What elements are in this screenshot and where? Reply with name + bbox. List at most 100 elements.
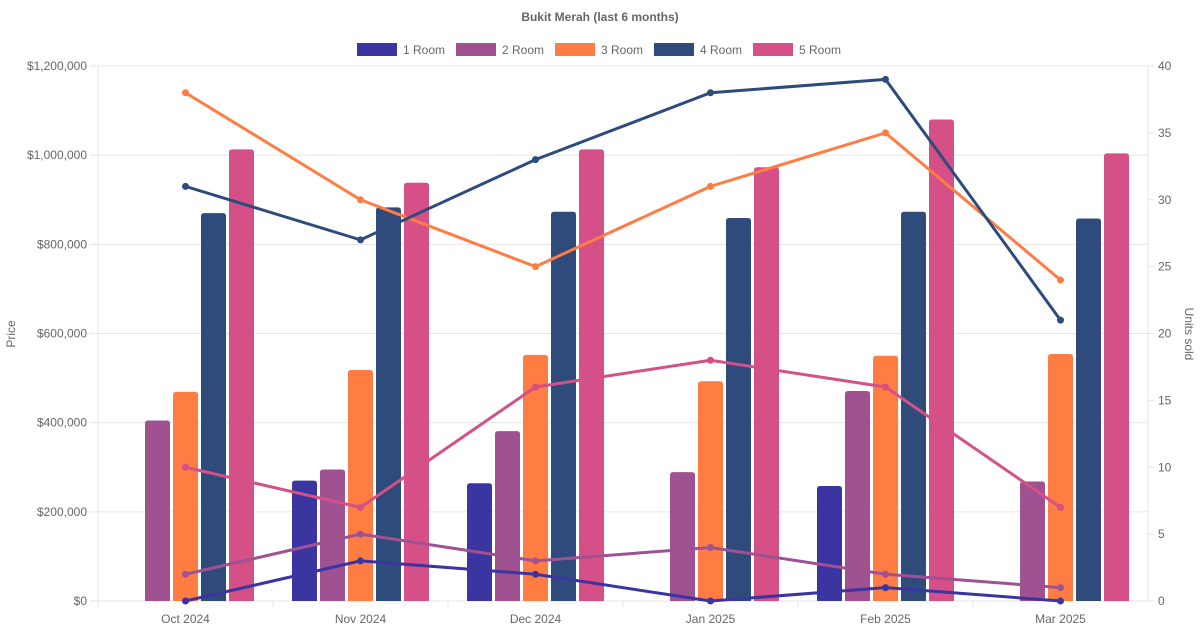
gridlines	[90, 65, 1149, 607]
legend-item[interactable]: 4 Room	[654, 43, 742, 57]
point-3-room	[532, 263, 539, 271]
bar-5-room	[754, 167, 779, 601]
y-axis-title: Price	[4, 320, 18, 348]
point-4-room	[532, 156, 539, 164]
point-5-room	[357, 503, 364, 511]
point-3-room	[707, 182, 714, 190]
line-3-room	[184, 91, 1062, 282]
point-2-room	[182, 570, 189, 578]
point-4-room	[357, 236, 364, 244]
y-tick-label: $400,000	[37, 416, 87, 430]
y2-tick-label: 20	[1158, 327, 1172, 341]
bar-3-room	[348, 370, 373, 601]
bar-4-room	[1076, 218, 1101, 601]
x-tick-label: Nov 2024	[335, 612, 387, 626]
point-1-room	[182, 597, 189, 605]
bar-1-room	[292, 480, 317, 601]
y2-tick-label: 35	[1158, 126, 1172, 140]
y2-tick-label: 30	[1158, 193, 1172, 207]
legend-swatch	[357, 43, 397, 56]
point-5-room	[707, 356, 714, 364]
line-1-room	[185, 559, 1061, 603]
bar-3-room	[698, 381, 723, 601]
point-1-room	[357, 557, 364, 565]
point-4-room	[707, 89, 714, 97]
bar-2-room	[1020, 481, 1045, 601]
line-4-room	[185, 77, 1062, 322]
point-5-room	[882, 383, 889, 391]
y2-tick-label: 15	[1158, 393, 1172, 407]
bar-3-room	[1048, 354, 1073, 601]
bar-4-room	[551, 211, 576, 601]
point-4-room	[182, 182, 189, 190]
legend-label: 5 Room	[799, 43, 841, 57]
y-tick-label: $200,000	[37, 505, 87, 519]
legend-label: 2 Room	[502, 43, 544, 57]
bar-1-room	[817, 485, 842, 601]
point-1-room	[532, 570, 539, 578]
x-axis: Oct 2024 Nov 2024 Dec 2024 Jan 2025 Feb 2025…	[97, 601, 1086, 626]
y2-tick-label: 0	[1158, 594, 1165, 608]
point-3-room	[182, 89, 189, 97]
bar-5-room	[1104, 153, 1129, 601]
point-2-room	[1057, 584, 1064, 592]
legend-item[interactable]: 2 Room	[456, 43, 544, 57]
legend-item[interactable]: 3 Room	[555, 43, 643, 57]
bar-5-room	[579, 149, 604, 601]
legend-item[interactable]: 1 Room	[357, 43, 445, 57]
legend-label: 3 Room	[601, 43, 643, 57]
x-tick-label: Mar 2025	[1035, 612, 1086, 626]
y2-tick-label: 10	[1158, 460, 1172, 474]
point-1-room	[882, 584, 889, 592]
bar-4-room	[201, 213, 226, 601]
bar-1-room	[467, 483, 492, 601]
legend-label: 4 Room	[700, 43, 742, 57]
point-2-room	[357, 530, 364, 538]
point-5-room	[532, 383, 539, 391]
chart-title: Bukit Merah (last 6 months)	[521, 10, 678, 24]
point-2-room	[532, 557, 539, 565]
bars	[145, 119, 1129, 601]
y-axis-right: 0 5 10 15 20 25 30 35 40	[1148, 59, 1172, 608]
point-2-room	[707, 544, 714, 551]
point-4-room	[1057, 316, 1064, 324]
point-3-room	[1057, 276, 1064, 284]
y-tick-label: $1,200,000	[27, 59, 87, 73]
point-1-room	[707, 597, 714, 605]
point-3-room	[882, 129, 889, 137]
x-tick-label: Jan 2025	[686, 612, 736, 626]
bar-2-room	[670, 472, 695, 601]
point-2-room	[882, 570, 889, 578]
legend-item[interactable]: 5 Room	[753, 43, 841, 57]
x-tick-label: Dec 2024	[510, 612, 562, 626]
line-2-room	[185, 532, 1061, 590]
bar-2-room	[320, 469, 345, 601]
legend-swatch	[753, 43, 793, 56]
y-tick-label: $800,000	[37, 237, 87, 251]
legend-swatch	[555, 43, 595, 56]
y-tick-label: $1,000,000	[27, 148, 87, 162]
point-5-room	[1057, 503, 1064, 511]
x-tick-label: Oct 2024	[161, 612, 210, 626]
bar-5-room	[229, 149, 254, 601]
legend: 1 Room 2 Room 3 Room 4 Room 5 Room	[357, 43, 841, 57]
y2-tick-label: 25	[1158, 260, 1172, 274]
bar-2-room	[145, 420, 170, 601]
bar-3-room	[873, 355, 898, 601]
bar-2-room	[495, 431, 520, 601]
line-5-room	[185, 358, 1062, 509]
lines	[182, 75, 1064, 605]
y-tick-label: $0	[74, 594, 88, 608]
point-3-room	[357, 196, 364, 204]
y2-axis-title: Units sold	[1182, 308, 1196, 361]
bar-5-room	[929, 119, 954, 601]
point-1-room	[1057, 597, 1064, 605]
point-4-room	[882, 75, 889, 83]
y2-tick-label: 5	[1158, 527, 1165, 541]
bar-2-room	[845, 391, 870, 601]
bar-4-room	[726, 218, 751, 601]
y2-tick-label: 40	[1158, 59, 1172, 73]
y-axis-left: $0 $200,000 $400,000 $600,000 $800,000 $1,000…	[27, 59, 87, 608]
bar-4-room	[376, 207, 401, 601]
